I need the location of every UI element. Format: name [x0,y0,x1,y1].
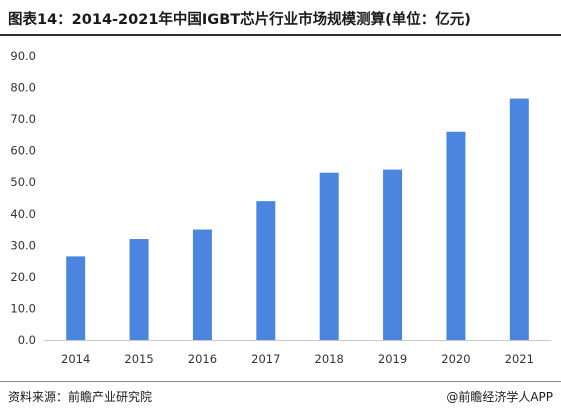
y-tick-label: 0.0 [18,333,36,347]
x-tick-label: 2017 [251,352,280,366]
x-tick-label: 2021 [505,352,534,366]
y-tick-label: 20.0 [10,270,36,284]
bar-2016 [192,229,212,340]
source-note: 资料来源：前瞻产业研究院 [8,390,153,404]
y-tick-label: 40.0 [10,207,36,221]
bar-chart: 0.010.020.030.040.050.060.070.080.090.0 … [10,49,551,366]
x-tick-label: 2014 [61,352,90,366]
bar-2017 [256,201,276,340]
x-tick-label: 2019 [378,352,407,366]
bar-2020 [446,131,466,340]
x-tick-label: 2018 [315,352,344,366]
bar-2019 [383,169,403,340]
y-tick-label: 10.0 [10,301,36,315]
y-tick-label: 50.0 [10,175,36,189]
y-tick-label: 70.0 [10,112,36,126]
x-axis-ticks: 2014 2015 2016 2017 2018 2019 2020 2021 [61,352,534,366]
brand-credit: @前瞻经济学人APP [446,390,553,404]
y-tick-label: 90.0 [10,49,36,63]
footer-divider [0,381,561,382]
bar-2018 [319,172,339,340]
title-divider [0,34,561,36]
y-axis-ticks: 0.0 10.0 20.0 30.0 40.0 50.0 60.0 70.0 80.0 90.0 [10,49,36,347]
y-tick-label: 80.0 [10,81,36,95]
bar-2021 [509,98,529,340]
chart-title: 图表14：2014-2021年中国IGBT芯片行业市场规模测算(单位：亿元) [8,12,471,28]
x-tick-label: 2016 [188,352,217,366]
bar-2014 [66,256,86,340]
y-tick-label: 30.0 [10,238,36,252]
x-tick-label: 2015 [124,352,153,366]
y-tick-label: 60.0 [10,144,36,158]
bars [66,98,529,340]
bar-2015 [129,239,149,340]
x-tick-label: 2020 [441,352,470,366]
